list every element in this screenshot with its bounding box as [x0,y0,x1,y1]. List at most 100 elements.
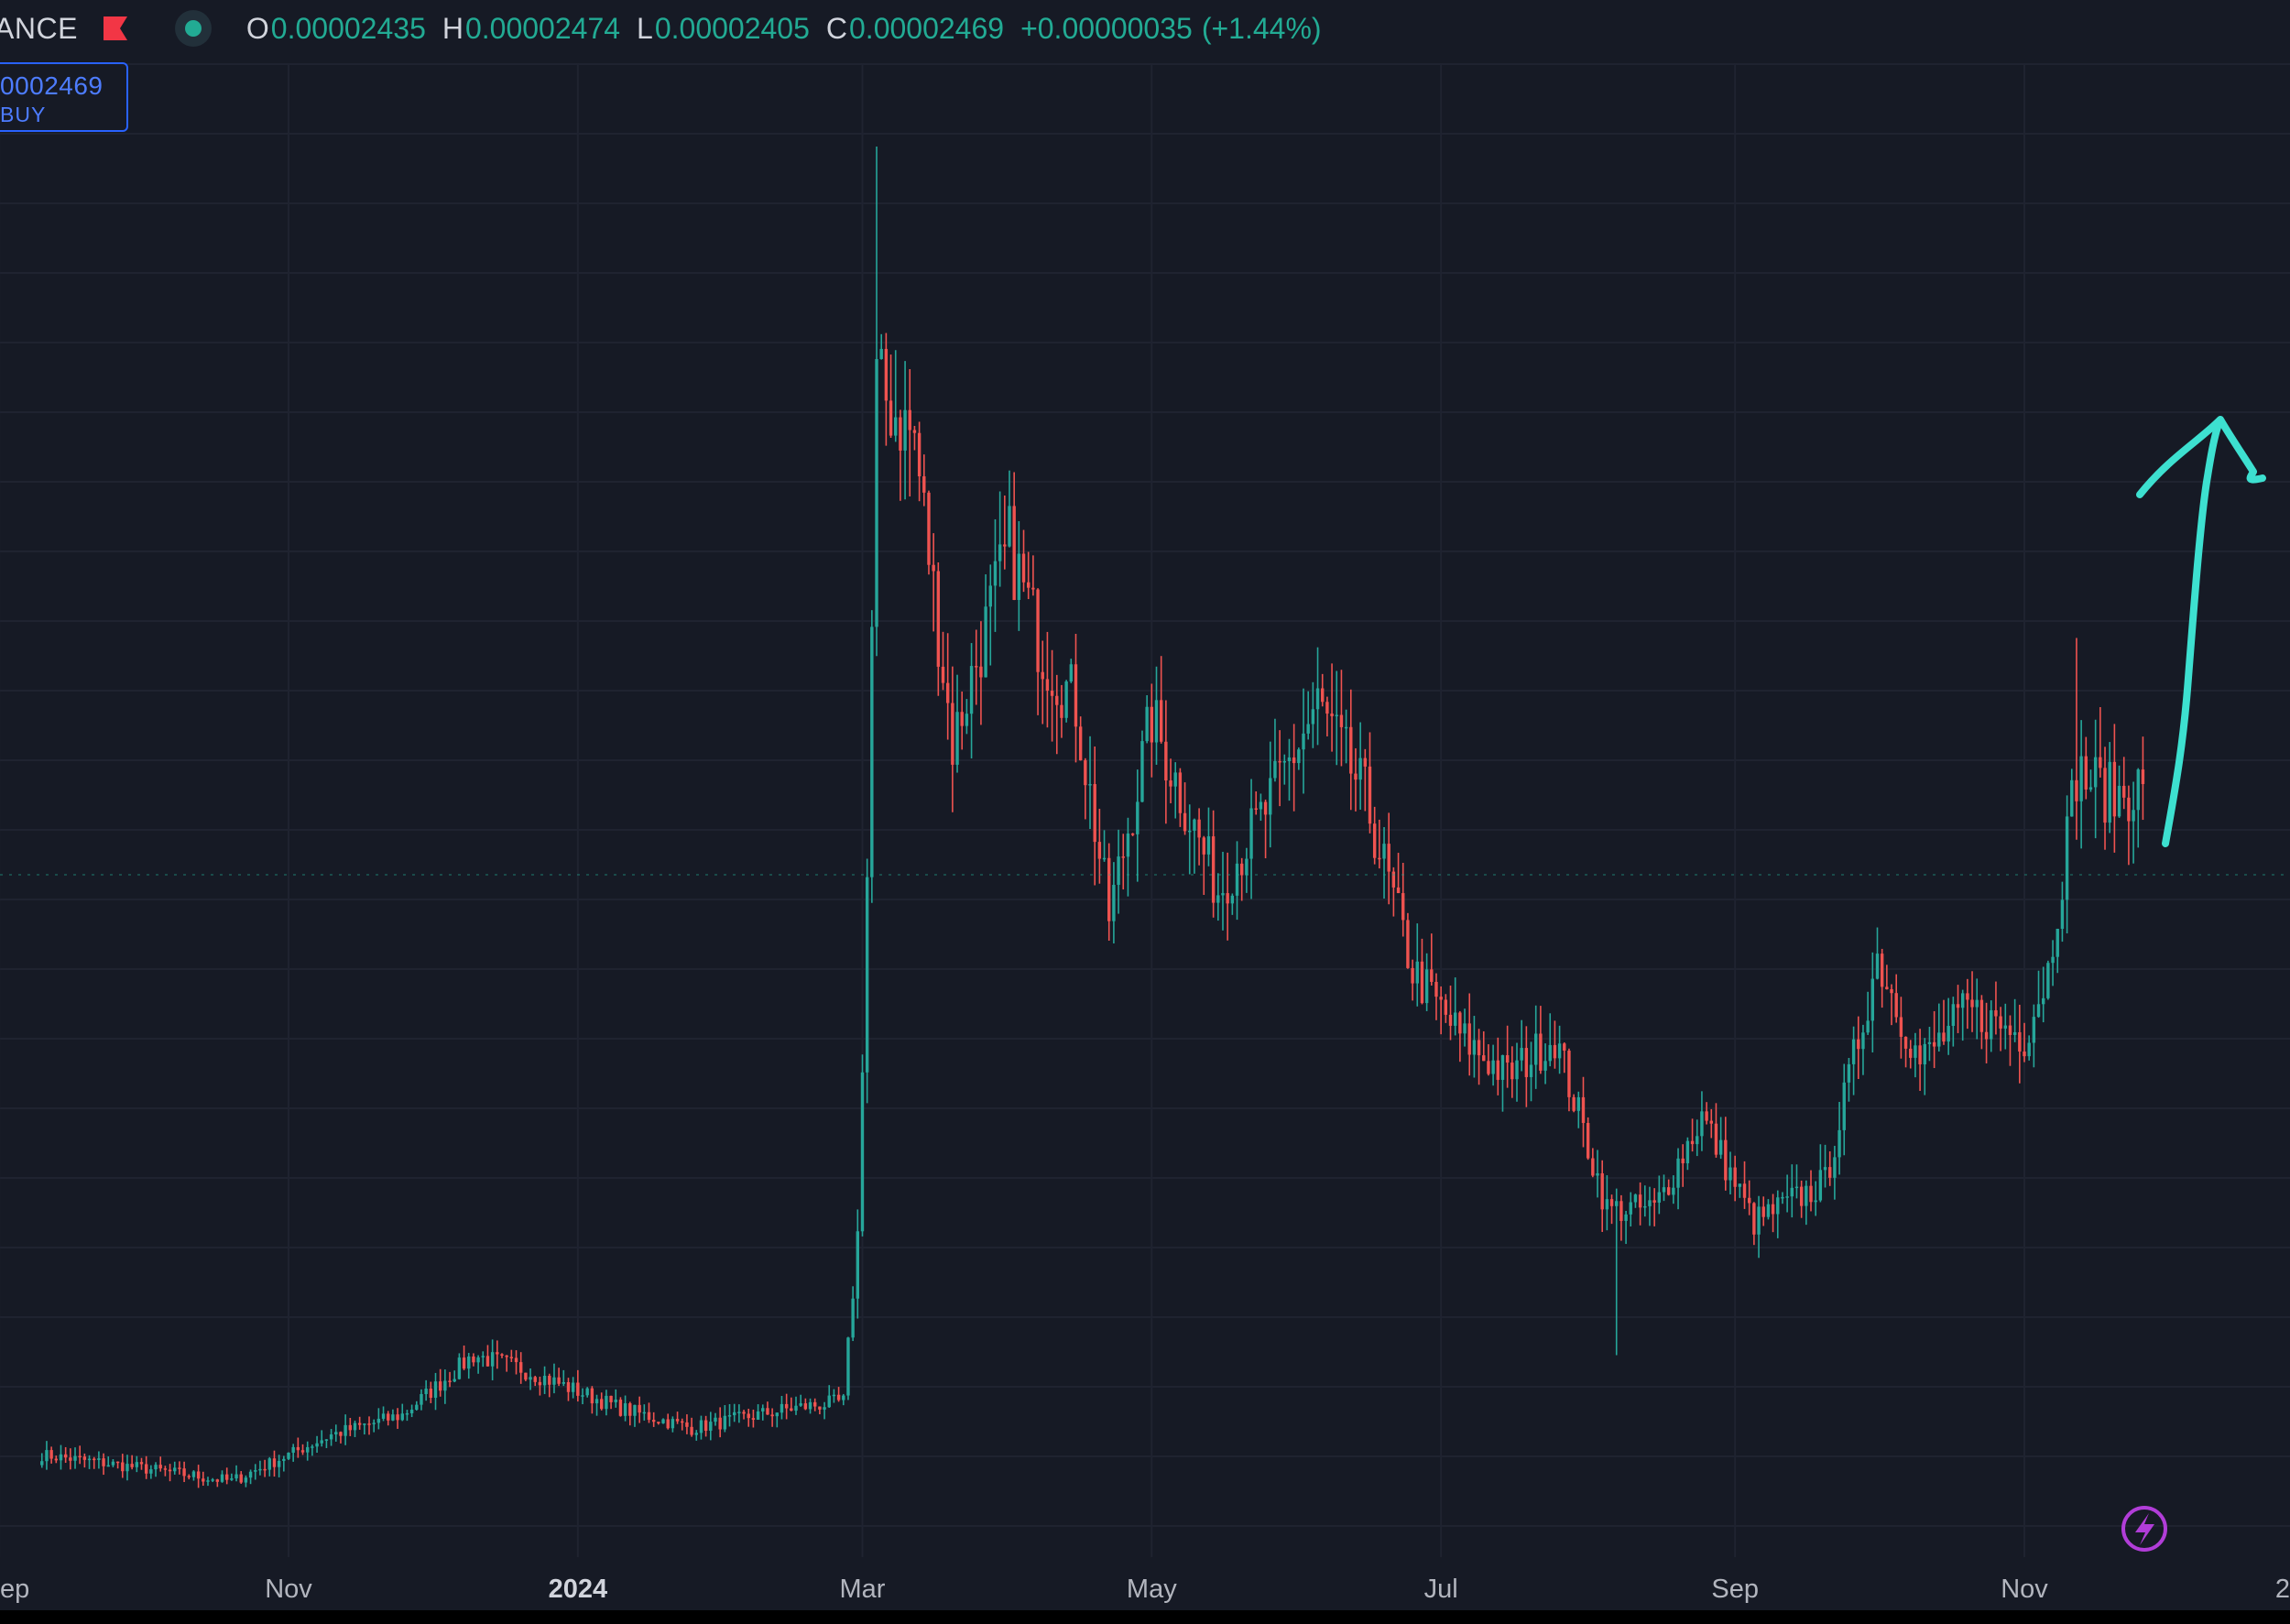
candle-body [651,1420,656,1422]
candle-body [391,1414,395,1421]
candle [1045,631,1050,728]
candle [899,409,902,501]
candle [248,1469,253,1485]
candle-body [975,666,978,668]
candle [1842,1063,1846,1156]
x-tick-label: 2 [2275,1575,2290,1604]
candle [291,1444,295,1462]
candle-body [149,1469,153,1474]
candle-body [1235,863,1239,896]
candle-body [2060,899,2065,930]
candle [576,1369,580,1402]
candle [1609,1194,1614,1225]
chart-grid [0,63,2290,1557]
candle-body [529,1377,532,1380]
candle [45,1441,49,1470]
candle [1866,991,1870,1035]
candle [1391,866,1396,917]
candle [884,332,889,446]
candle [780,1396,784,1420]
candle [490,1339,495,1380]
candle [1914,1032,1917,1078]
candle-body [936,571,941,667]
candle [1041,640,1044,725]
candle-body [1520,1048,1523,1061]
candle-body [1263,801,1268,815]
buy-button[interactable]: 0002469 BUY [0,62,128,132]
candle-body [1287,757,1292,762]
candle-body [718,1417,722,1430]
candle-body [1012,506,1016,601]
candle-body [581,1395,584,1397]
candle-body [1600,1172,1604,1210]
candle [1747,1180,1751,1215]
candle-body [1875,954,1880,979]
candle-body [1306,724,1310,734]
candle [1330,663,1334,752]
candle [818,1406,822,1415]
candle [1696,1119,1699,1157]
candle [282,1455,286,1472]
candle [581,1388,584,1405]
candle-body [472,1356,475,1363]
candle [1325,696,1329,736]
candle-body [1581,1096,1586,1123]
candle-body [1909,1048,1913,1058]
candle-body [1036,589,1040,672]
candle-body [988,585,992,607]
candle [908,369,911,497]
candle [614,1389,617,1408]
candle-body [1055,695,1059,705]
candle-body [1790,1187,1794,1197]
candle [1415,923,1419,1007]
candle [1145,694,1149,744]
ohlc-close-key: C [825,11,847,45]
candle [2027,1035,2031,1061]
candle [1757,1195,1761,1259]
candle [1008,470,1011,548]
candle-body [903,409,907,451]
flag-icon[interactable] [102,15,129,42]
candle [1833,1145,1837,1200]
candle-body [671,1419,675,1429]
candle [571,1377,575,1399]
candle [1017,521,1021,631]
candle [1354,747,1358,812]
candle-body [690,1426,693,1435]
candle [1434,973,1438,1020]
candle-body [803,1403,808,1410]
candle-body [808,1401,812,1410]
candle [647,1402,651,1423]
candle-body [1894,993,1898,1018]
symbol-name[interactable]: ANCE [0,11,78,45]
candle [1226,852,1229,941]
candle [1069,659,1074,683]
candle [1159,656,1163,744]
candle [1202,835,1205,895]
candle [173,1461,177,1475]
candle-body [1505,1055,1510,1063]
candle-body [1259,801,1263,810]
candle [2056,928,2059,974]
candle-body [277,1460,281,1467]
candle [1169,758,1172,803]
candle-body [1633,1194,1638,1203]
candle-body [993,561,998,586]
candle-body [917,432,921,477]
candle-body [1202,837,1205,855]
candle-body [1994,1009,1998,1017]
candle [258,1460,262,1476]
lightning-bolt-icon[interactable] [2121,1506,2167,1552]
candle [609,1395,613,1410]
candle-body [1420,961,1424,1004]
candle-body [1349,726,1353,774]
candle-body [1666,1187,1671,1195]
candle [1510,1046,1514,1098]
candle [224,1467,229,1485]
candle-body [732,1411,736,1416]
candle [1491,1044,1495,1086]
candle [1349,689,1353,811]
candle [239,1471,243,1484]
candle-body [40,1461,44,1466]
